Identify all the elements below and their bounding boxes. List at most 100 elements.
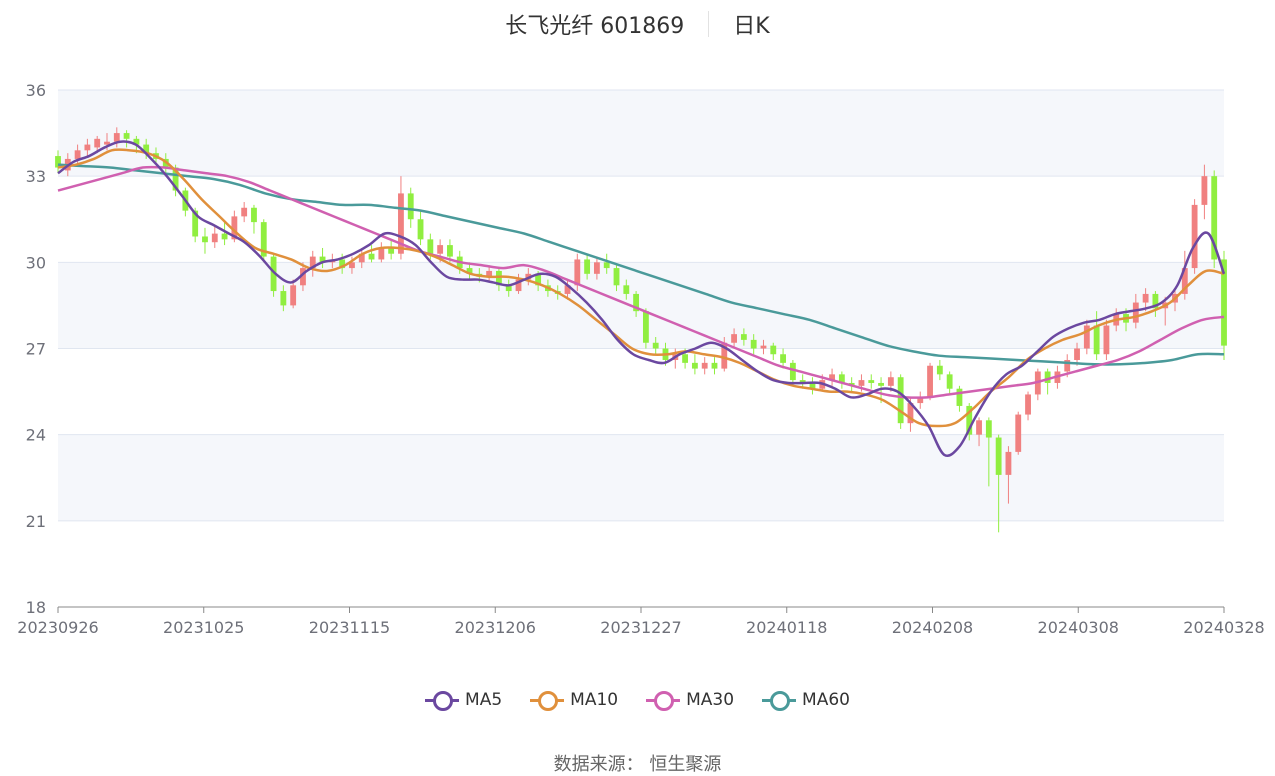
- candle-body: [486, 270, 493, 277]
- candle-body: [309, 256, 316, 269]
- candle-body: [133, 138, 140, 145]
- y-tick-label: 33: [26, 167, 46, 186]
- candle-body: [1005, 451, 1012, 475]
- candle-body: [691, 362, 698, 369]
- title-divider: [708, 11, 710, 37]
- candle-body: [251, 207, 257, 223]
- candle-body: [760, 345, 767, 349]
- candle-body: [339, 259, 346, 269]
- candle-body: [241, 207, 248, 217]
- candle-body: [1142, 293, 1149, 303]
- x-tick-label: 20231227: [600, 618, 681, 637]
- candle-body: [985, 420, 992, 438]
- period-label[interactable]: 日K: [733, 14, 770, 39]
- candle-body: [613, 268, 620, 286]
- candle-body: [623, 285, 630, 294]
- candle-body: [417, 219, 424, 240]
- candle-body: [878, 382, 884, 386]
- candle-body: [437, 245, 444, 254]
- candle-body: [897, 377, 904, 424]
- candle-body: [740, 334, 747, 340]
- candle-body: [652, 342, 659, 349]
- candle-body: [1152, 293, 1159, 309]
- candle-body: [202, 236, 208, 243]
- candle-body: [447, 245, 453, 257]
- legend-swatch-icon: [762, 690, 797, 711]
- legend: MA5 MA10 MA30 MA60: [0, 688, 1275, 712]
- candle-body: [143, 144, 150, 154]
- candle-body: [1083, 325, 1090, 349]
- candle-body: [887, 377, 894, 386]
- legend-swatch-icon: [646, 690, 681, 711]
- candle-body: [1221, 259, 1227, 346]
- legend-label: MA60: [802, 690, 850, 710]
- ma60-line: [57, 163, 1225, 366]
- x-tick-label: 20231206: [455, 618, 536, 637]
- candle-body: [290, 285, 297, 306]
- candle-body: [496, 270, 502, 286]
- ma30-line: [57, 165, 1225, 399]
- candle-body: [231, 216, 238, 240]
- candle-body: [642, 311, 649, 343]
- y-tick-label: 18: [26, 598, 46, 617]
- candle-body: [789, 362, 796, 381]
- candle-body: [55, 156, 61, 168]
- y-tick-label: 30: [26, 253, 46, 272]
- candle-body: [427, 239, 434, 254]
- grid-band: [58, 262, 1224, 349]
- candle-body: [1201, 176, 1208, 205]
- candle-body: [917, 397, 924, 404]
- candle-body: [1211, 176, 1218, 260]
- candle-body: [221, 233, 228, 240]
- candle-body: [927, 365, 933, 398]
- grid-band: [58, 90, 1224, 177]
- candle-body: [780, 354, 786, 363]
- candle-body: [838, 374, 845, 383]
- candle-body: [731, 334, 737, 343]
- candle-body: [1181, 268, 1188, 294]
- candle-body: [172, 167, 179, 191]
- candle-body: [1103, 325, 1110, 355]
- legend-swatch-icon: [425, 690, 460, 711]
- candle-body: [936, 365, 943, 375]
- candle-body: [74, 150, 81, 159]
- candle-body: [192, 210, 199, 237]
- legend-marker-icon: [433, 691, 454, 711]
- legend-item-ma10[interactable]: MA10: [530, 690, 618, 711]
- candle-body: [349, 262, 355, 269]
- candle-body: [711, 362, 718, 369]
- candle-body: [829, 374, 835, 381]
- candle-body: [750, 339, 757, 349]
- candle-body: [976, 420, 982, 435]
- candle-body: [966, 405, 973, 435]
- candle-body: [211, 233, 218, 243]
- candle-body: [378, 247, 385, 260]
- legend-label: MA5: [465, 690, 503, 710]
- candle-body: [564, 285, 571, 294]
- x-tick-label: 20231115: [309, 618, 390, 637]
- candle-body: [858, 380, 865, 386]
- candle-body: [956, 388, 963, 406]
- candle-body: [593, 262, 600, 274]
- candle-body: [809, 382, 816, 389]
- y-tick-label: 24: [26, 426, 46, 445]
- candle-body: [260, 222, 267, 257]
- candle-body: [946, 374, 953, 389]
- candle-body: [1064, 359, 1071, 372]
- y-tick-label: 36: [26, 81, 46, 100]
- y-tick-label: 21: [26, 512, 46, 531]
- candle-body: [1074, 348, 1080, 360]
- candle-body: [319, 256, 326, 263]
- candle-body: [368, 253, 375, 260]
- candle-body: [113, 133, 120, 142]
- legend-marker-icon: [538, 691, 559, 711]
- legend-item-ma60[interactable]: MA60: [762, 690, 850, 711]
- candle-body: [1044, 371, 1051, 383]
- candle-body: [907, 403, 914, 424]
- legend-item-ma30[interactable]: MA30: [646, 690, 734, 711]
- candle-body: [701, 362, 708, 369]
- legend-item-ma5[interactable]: MA5: [425, 690, 503, 711]
- x-tick-label: 20240328: [1183, 618, 1264, 637]
- candle-body: [515, 279, 522, 292]
